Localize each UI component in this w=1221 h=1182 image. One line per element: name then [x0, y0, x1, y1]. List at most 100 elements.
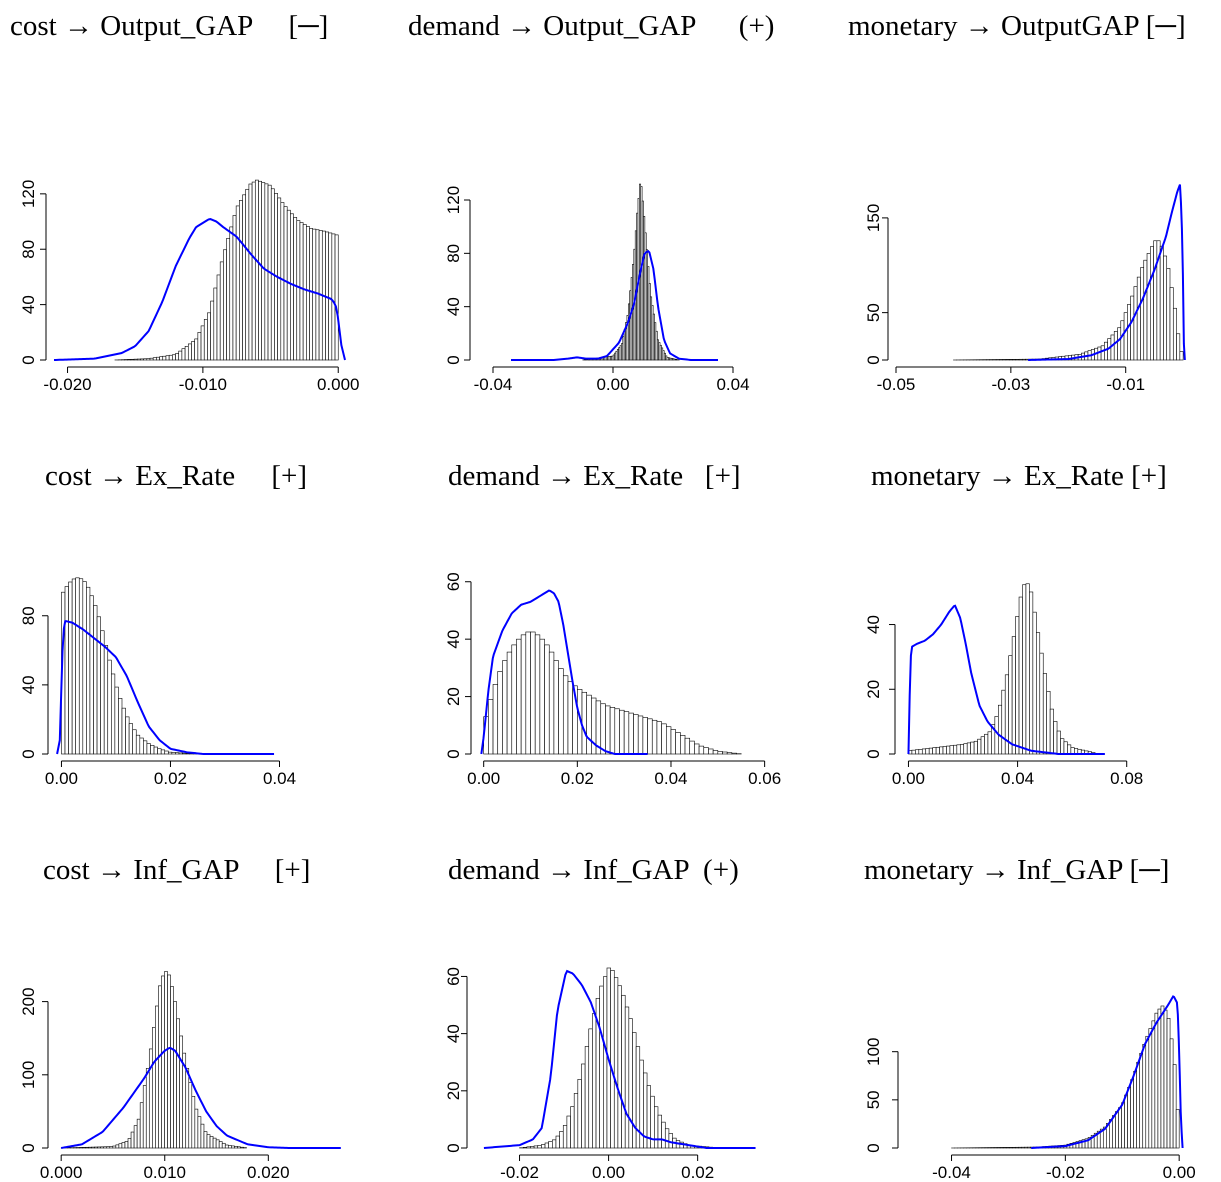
density-line [56, 620, 275, 755]
histogram-bar [1121, 1102, 1125, 1149]
histogram-bar [1112, 1115, 1116, 1149]
x-tick-label: 0.04 [263, 769, 296, 788]
histogram-bar [1166, 1017, 1171, 1149]
histogram-bar [1157, 1008, 1162, 1149]
density-line [483, 969, 756, 1149]
histogram-bar [1179, 351, 1184, 361]
y-tick-label: 60 [444, 572, 463, 591]
panel-title-9: monetary → Inf_GAP [─] [864, 854, 1170, 886]
y-tick-label: 20 [444, 1081, 463, 1100]
y-tick-label: 200 [19, 987, 38, 1015]
histogram [60, 971, 247, 1149]
x-tick-label: -0.02 [1046, 1163, 1085, 1182]
y-tick-label: 0 [444, 749, 463, 758]
histogram-bar [1130, 1079, 1134, 1149]
x-tick-label: -0.05 [877, 375, 916, 394]
histogram-bar [1175, 1109, 1180, 1149]
y-tick-label: 0 [864, 1143, 883, 1152]
histogram-bar [1148, 1028, 1153, 1149]
histogram-bar [1133, 1070, 1137, 1149]
histogram [908, 583, 1099, 755]
x-tick-label: 0.08 [1110, 769, 1143, 788]
histogram-bar [1145, 1035, 1150, 1149]
x-tick-label: 0.020 [247, 1163, 290, 1182]
histogram-bar [999, 1147, 1004, 1149]
y-tick-label: 40 [19, 295, 38, 314]
histogram-bar [1169, 1038, 1174, 1149]
histogram-bar [1136, 1061, 1141, 1149]
density-line [511, 249, 718, 361]
x-tick-label: 0.00 [45, 769, 78, 788]
panel-title-7: cost → Inf_GAP [+] [43, 854, 311, 886]
panel-title-6: monetary → Ex_Rate [+] [871, 460, 1167, 492]
panel-title-1: cost → Output_GAP [─] [10, 10, 329, 42]
y-tick-label: 0 [19, 1143, 38, 1152]
x-tick-label: -0.010 [179, 375, 227, 394]
histogram-bar [1142, 1044, 1147, 1149]
panel-title-8: demand → Inf_GAP (+) [448, 854, 739, 886]
histogram [953, 240, 1184, 361]
histogram-bar [1014, 1146, 1019, 1149]
y-tick-label: 20 [444, 687, 463, 706]
y-tick-label: 40 [444, 297, 463, 316]
x-tick-label: -0.01 [1106, 375, 1145, 394]
x-tick-label: 0.00 [892, 769, 925, 788]
histogram-bar [1127, 1087, 1131, 1149]
x-tick-label: -0.020 [43, 375, 91, 394]
y-tick-label: 0 [444, 355, 463, 364]
x-tick-label: 0.04 [716, 375, 749, 394]
histogram-bar [1163, 1009, 1168, 1149]
histogram-bar [1005, 1147, 1010, 1149]
y-tick-label: 100 [864, 1037, 883, 1065]
x-tick-label: 0.04 [1001, 769, 1034, 788]
y-tick-label: 80 [19, 240, 38, 259]
y-tick-label: 40 [444, 1024, 463, 1043]
density-line [480, 589, 648, 755]
x-tick-label: 0.02 [154, 769, 187, 788]
x-tick-label: 0.04 [654, 769, 687, 788]
x-tick-label: 0.02 [561, 769, 594, 788]
histogram-bar [1124, 1094, 1128, 1149]
y-tick-label: 80 [19, 606, 38, 625]
y-tick-label: 40 [19, 675, 38, 694]
x-tick-label: 0.02 [681, 1163, 714, 1182]
histogram-bar [1154, 1012, 1159, 1149]
x-tick-label: 0.00 [1163, 1163, 1196, 1182]
y-tick-label: 100 [19, 1061, 38, 1089]
x-tick-label: -0.03 [991, 375, 1030, 394]
histogram-bar [1024, 1146, 1028, 1149]
histogram-bar [1139, 1052, 1144, 1149]
histogram-bar [1151, 1020, 1156, 1149]
y-tick-label: 80 [444, 244, 463, 263]
y-tick-label: 60 [444, 967, 463, 986]
histogram-bar [1011, 1146, 1016, 1149]
histogram-bar [1115, 1111, 1119, 1149]
histogram-bar [1002, 1147, 1007, 1149]
y-tick-label: 20 [864, 680, 883, 699]
histogram-bar [1172, 1064, 1177, 1149]
y-tick-label: 0 [444, 1143, 463, 1152]
histogram-bar [1027, 1146, 1031, 1149]
density-line [61, 1046, 341, 1149]
histogram [61, 577, 198, 755]
histogram-bar [1008, 1147, 1013, 1149]
density-line [53, 218, 346, 361]
x-tick-label: 0.00 [592, 1163, 625, 1182]
density-line [1028, 184, 1186, 361]
y-tick-label: 0 [864, 749, 883, 758]
x-tick-label: 0.00 [467, 769, 500, 788]
histogram [951, 1005, 1180, 1149]
y-tick-label: 120 [444, 186, 463, 214]
histogram-bar [996, 1147, 1001, 1149]
histogram-bar [334, 234, 339, 361]
y-tick-label: 150 [864, 204, 883, 232]
x-tick-label: 0.000 [317, 375, 360, 394]
y-tick-label: 0 [19, 355, 38, 364]
